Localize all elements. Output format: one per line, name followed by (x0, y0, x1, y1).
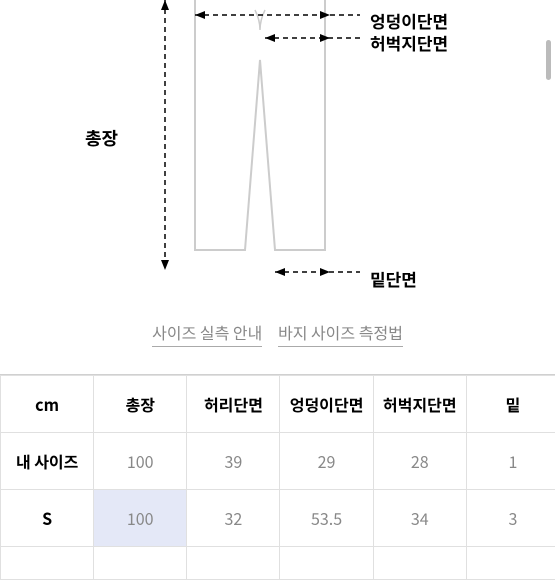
unit-header: cm (1, 376, 94, 433)
cell (373, 547, 466, 580)
table-row (1, 547, 555, 580)
col-header: 총장 (94, 376, 187, 433)
col-header: 밑 (466, 376, 555, 433)
table-header-row: cm 총장 허리단면 엉덩이단면 허벅지단면 밑 (1, 376, 555, 433)
cell: 100 (94, 433, 187, 490)
cell: 1 (466, 433, 555, 490)
link-measure-guide[interactable]: 바지 사이즈 측정법 (278, 320, 403, 347)
col-header: 허벅지단면 (373, 376, 466, 433)
cell: 53.5 (280, 490, 373, 547)
cell: 39 (187, 433, 280, 490)
row-label: 내 사이즈 (1, 433, 94, 490)
cell: 32 (187, 490, 280, 547)
table-row: 내 사이즈 100 39 29 28 1 (1, 433, 555, 490)
col-header: 엉덩이단면 (280, 376, 373, 433)
cell: 3 (466, 490, 555, 547)
label-hem: 밑단면 (370, 266, 417, 291)
cell: 29 (280, 433, 373, 490)
row-label (1, 547, 94, 580)
row-label: S (1, 490, 94, 547)
cell (466, 547, 555, 580)
cell: 28 (373, 433, 466, 490)
cell (280, 547, 373, 580)
col-header: 허리단면 (187, 376, 280, 433)
pants-outline (160, 0, 360, 290)
cell (94, 547, 187, 580)
guide-links: 사이즈 실측 안내 바지 사이즈 측정법 (0, 320, 555, 344)
cell (187, 547, 280, 580)
table-row: S 100 32 53.5 34 3 (1, 490, 555, 547)
pants-diagram: 총장 엉덩이단면 허벅지단면 밑단면 (0, 0, 555, 300)
link-size-guide[interactable]: 사이즈 실측 안내 (152, 320, 262, 347)
cell: 100 (94, 490, 187, 547)
label-thigh: 허벅지단면 (370, 30, 448, 55)
cell: 34 (373, 490, 466, 547)
size-table: cm 총장 허리단면 엉덩이단면 허벅지단면 밑 내 사이즈 100 39 29… (0, 374, 555, 580)
label-length: 총장 (85, 125, 118, 151)
